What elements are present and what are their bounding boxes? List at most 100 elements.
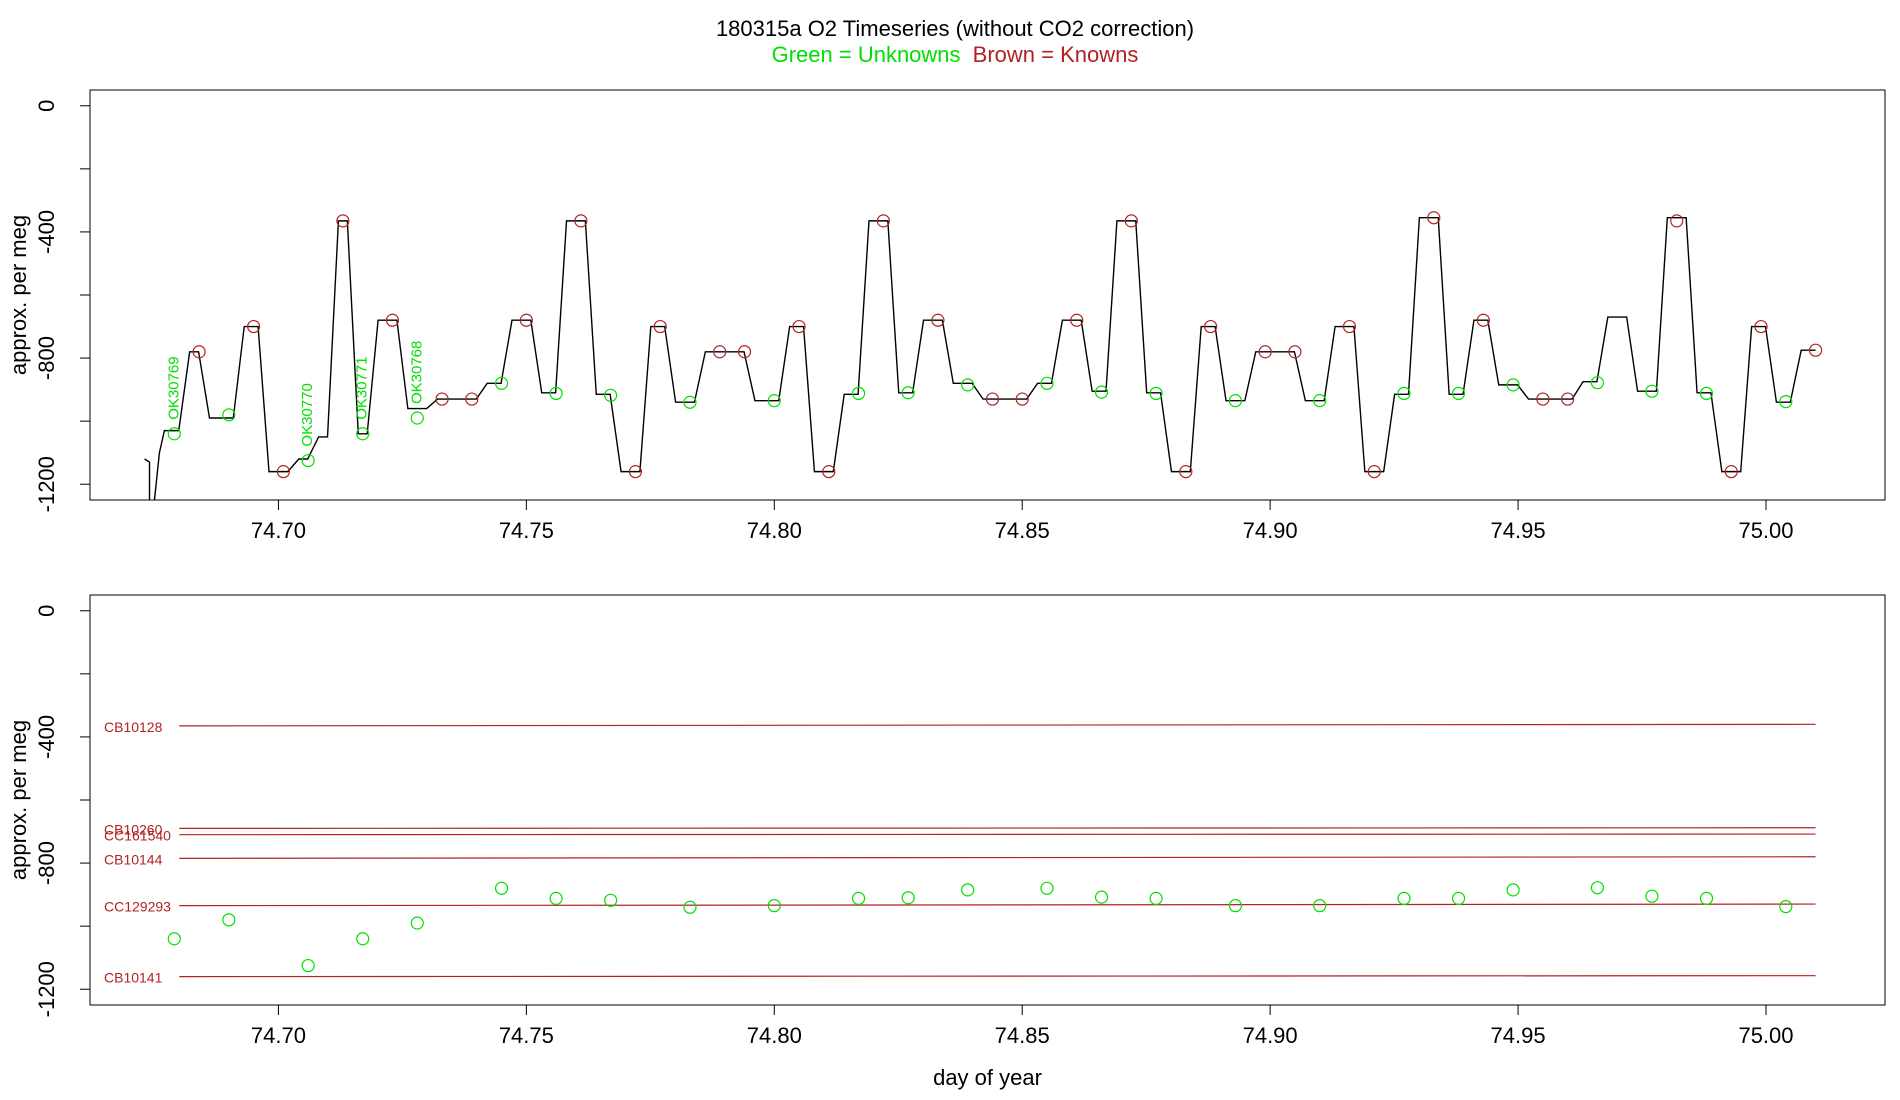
known-point	[1015, 392, 1029, 406]
x-tick-label: 74.70	[251, 1023, 306, 1048]
unknown-point	[410, 916, 424, 930]
known-point	[519, 313, 533, 327]
subtitle-knowns: Brown = Knowns	[973, 42, 1139, 67]
known-point	[822, 465, 836, 479]
x-tick-label: 74.85	[995, 1023, 1050, 1048]
o2-timeseries-line	[144, 217, 1816, 501]
known-point	[1179, 465, 1193, 479]
unknown-point	[549, 891, 563, 906]
unknown-point	[767, 899, 781, 913]
known-point	[713, 345, 727, 359]
unknown-point	[356, 932, 370, 946]
known-point	[1808, 343, 1823, 357]
unknown-point	[1451, 386, 1466, 400]
unknown-point	[549, 386, 563, 400]
known-point	[276, 465, 290, 479]
unknown-point	[604, 388, 618, 402]
unknown-point	[1313, 394, 1327, 408]
known-point	[628, 465, 643, 479]
known-point	[1070, 313, 1084, 327]
unknown-point	[1094, 890, 1109, 904]
unknown-point	[901, 386, 915, 400]
y-tick-label: -1200	[34, 456, 59, 512]
x-tick-label: 74.85	[995, 518, 1050, 543]
known-point	[1536, 392, 1550, 406]
unknown-point	[356, 427, 370, 441]
reference-line-label: CB10128	[104, 719, 163, 735]
reference-line	[179, 723, 1816, 727]
unknown-point	[851, 386, 866, 400]
unknown-point	[301, 958, 315, 973]
unknown-sample-label: OK30770	[299, 383, 316, 446]
unknown-point	[1228, 899, 1243, 913]
unknown-point	[1779, 395, 1793, 409]
reference-line	[179, 827, 1816, 829]
unknown-point	[683, 395, 697, 409]
unknown-sample-label: OK30769	[165, 356, 182, 419]
known-point	[1258, 345, 1272, 359]
subtitle-unknowns: Green = Unknowns	[772, 42, 961, 67]
x-tick-label: 74.70	[251, 518, 306, 543]
unknown-point	[222, 408, 236, 422]
unknown-point	[1590, 881, 1605, 895]
unknown-point	[1228, 394, 1243, 408]
reference-line-label: CC129293	[104, 899, 171, 915]
known-point	[985, 392, 1000, 406]
reference-line-label: CB10141	[104, 970, 163, 986]
known-point	[1670, 214, 1684, 228]
x-tick-label: 74.80	[747, 1023, 802, 1048]
unknown-point	[604, 893, 618, 907]
unknown-point	[961, 378, 975, 392]
y-tick-label: -800	[34, 841, 59, 885]
unknown-point	[1779, 899, 1793, 914]
known-point	[1124, 214, 1138, 228]
unknown-point	[301, 453, 315, 468]
unknown-point	[1149, 386, 1163, 400]
unknown-point	[494, 881, 509, 895]
unknown-point	[1149, 891, 1163, 906]
known-point	[1476, 313, 1490, 327]
known-point	[1724, 465, 1738, 479]
unknown-point	[961, 883, 975, 897]
known-point	[336, 214, 350, 228]
chart-subtitle: Green = Unknowns Brown = Knowns	[772, 42, 1139, 67]
known-point	[653, 319, 667, 334]
unknown-point	[1313, 899, 1327, 913]
x-tick-label: 74.80	[747, 518, 802, 543]
unknown-point	[167, 427, 181, 441]
known-point	[192, 345, 206, 359]
unknown-point	[1040, 376, 1054, 390]
y-axis-label: approx. per meg	[6, 720, 31, 880]
unknown-sample-label: OK30771	[354, 356, 371, 419]
unknown-point	[1397, 386, 1411, 400]
reference-line	[179, 975, 1816, 978]
y-tick-label: -800	[34, 336, 59, 380]
top-panel: 74.70 74.75 74.80 74.85 74.90 74.95 75.00 0 -400…	[6, 89, 1886, 543]
unknown-point	[410, 411, 424, 425]
known-point	[792, 319, 806, 334]
unknown-point	[1040, 881, 1054, 895]
reference-line	[179, 833, 1816, 836]
unknown-point	[222, 913, 236, 927]
reference-line-label: CB10144	[104, 851, 163, 867]
known-point	[1288, 345, 1302, 359]
y-tick-label: -400	[34, 210, 59, 254]
x-tick-label: 74.90	[1243, 1023, 1298, 1048]
unknown-point	[767, 394, 781, 408]
y-axis-label: approx. per meg	[6, 215, 31, 375]
unknown-point	[167, 932, 181, 946]
chart-title: 180315a O2 Timeseries (without CO2 corre…	[716, 16, 1194, 41]
known-point	[1427, 211, 1441, 225]
bottom-panel: 74.70 74.75 74.80 74.85 74.90 74.95 75.00 0 -400…	[6, 594, 1886, 1090]
unknown-sample-label: OK30768	[408, 341, 425, 404]
unknown-point	[1094, 385, 1109, 399]
reference-line-label: CC161540	[104, 828, 171, 844]
x-axis-label: day of year	[933, 1065, 1042, 1090]
unknown-point	[494, 376, 509, 390]
known-point	[876, 214, 890, 228]
x-tick-label: 74.95	[1491, 1023, 1546, 1048]
known-point	[1204, 319, 1218, 334]
x-tick-label: 74.75	[499, 518, 554, 543]
unknown-point	[1397, 891, 1411, 906]
